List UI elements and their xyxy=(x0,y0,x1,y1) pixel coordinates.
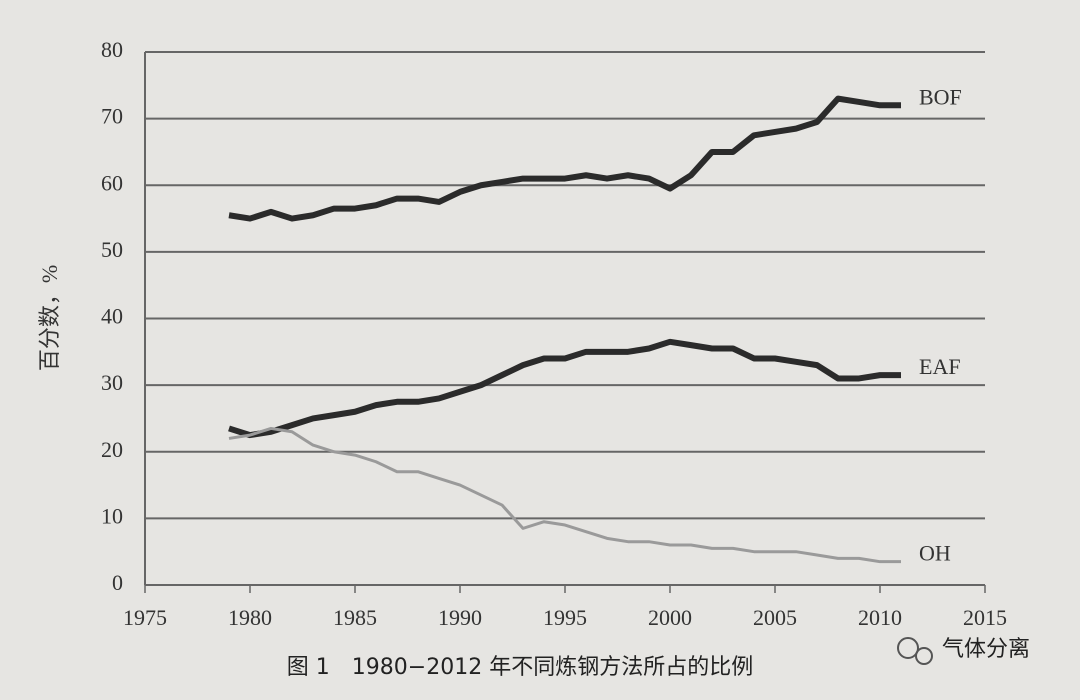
series-label: BOF xyxy=(919,84,962,109)
y-tick-label: 30 xyxy=(101,370,123,395)
x-tick-label: 1995 xyxy=(543,605,587,630)
x-tick-label: 2015 xyxy=(963,605,1007,630)
y-tick-label: 80 xyxy=(101,37,123,62)
x-tick-label: 2005 xyxy=(753,605,797,630)
watermark: 气体分离 xyxy=(942,637,1030,662)
x-tick-label: 1975 xyxy=(123,605,167,630)
series-line xyxy=(228,95,901,222)
x-tick-label: 2000 xyxy=(648,605,692,630)
x-tick-label: 2010 xyxy=(858,605,902,630)
series-line xyxy=(228,338,901,439)
watermark-icon xyxy=(897,637,933,665)
y-tick-label: 0 xyxy=(112,570,123,595)
x-tick-label: 1980 xyxy=(228,605,272,630)
series-label: EAF xyxy=(919,354,961,379)
y-tick-label: 10 xyxy=(101,503,123,528)
series-label: OH xyxy=(919,541,951,566)
y-tick-label: 20 xyxy=(101,437,123,462)
series-line xyxy=(228,426,901,564)
y-tick-label: 70 xyxy=(101,104,123,129)
x-tick-label: 1990 xyxy=(438,605,482,630)
y-tick-label: 50 xyxy=(101,237,123,262)
caption: 图 1 1980−2012 年不同炼钢方法所占的比例 xyxy=(287,655,753,680)
y-tick-label: 40 xyxy=(101,304,123,329)
y-tick-label: 60 xyxy=(101,170,123,195)
x-tick-label: 1985 xyxy=(333,605,377,630)
y-axis-label: 百分数，% xyxy=(37,265,62,371)
